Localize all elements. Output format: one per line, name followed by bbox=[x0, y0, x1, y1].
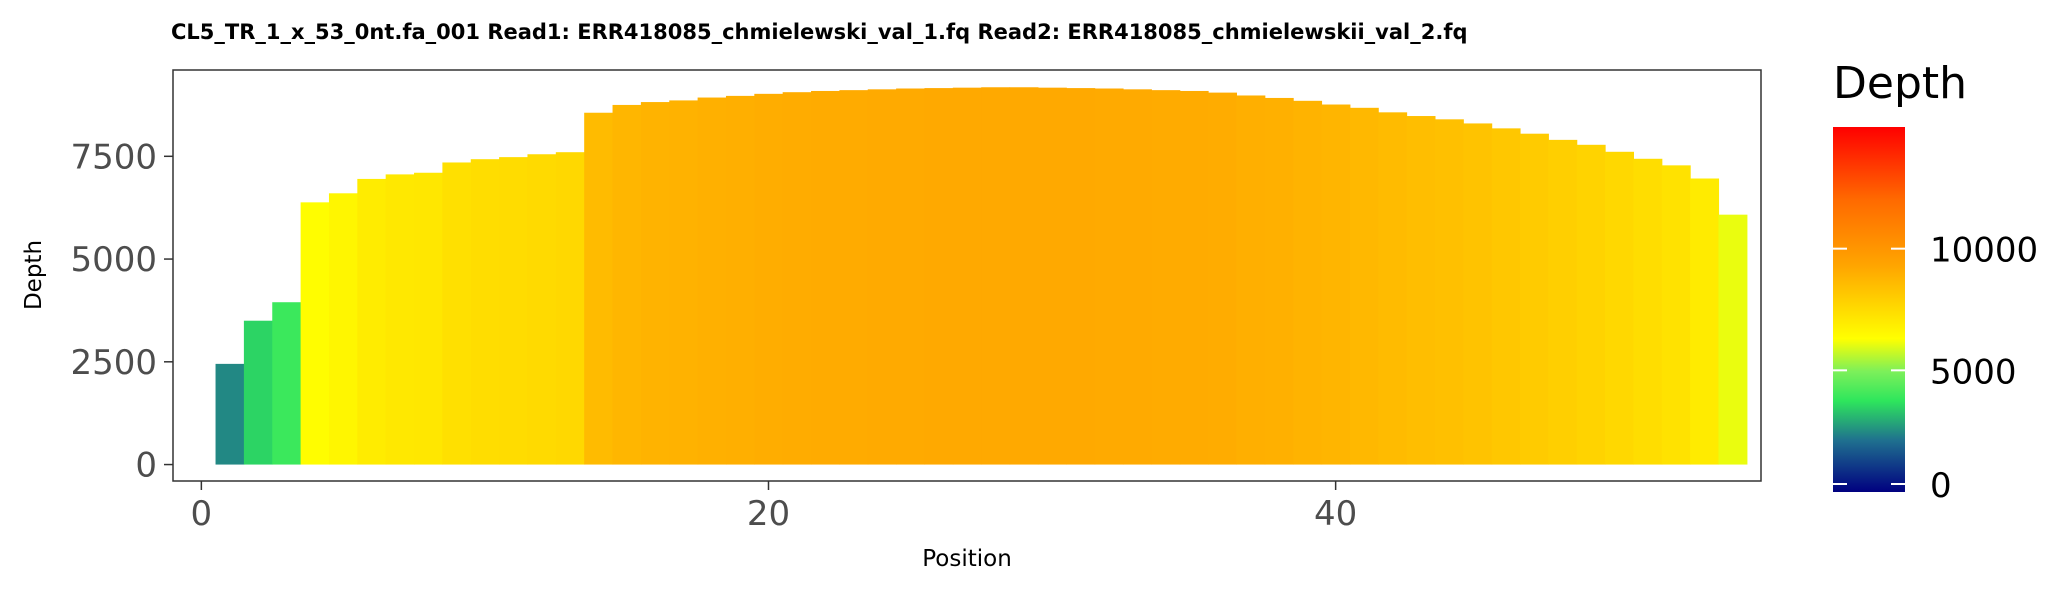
chart-title: CL5_TR_1_x_53_0nt.fa_001 Read1: ERR41808… bbox=[171, 20, 1468, 44]
depth-bar bbox=[385, 174, 415, 465]
depth-bar bbox=[1718, 214, 1748, 465]
legend-tick-label: 5000 bbox=[1930, 352, 2017, 392]
depth-bar bbox=[867, 89, 897, 465]
depth-bar bbox=[1293, 100, 1323, 465]
depth-bar bbox=[1037, 87, 1067, 465]
depth-bar bbox=[1633, 158, 1663, 465]
x-axis: 0 20 40 bbox=[191, 481, 1357, 534]
depth-bar bbox=[499, 157, 529, 465]
depth-bar bbox=[1378, 112, 1408, 465]
depth-bar bbox=[1179, 90, 1209, 465]
plot-panel-border bbox=[172, 69, 1762, 482]
depth-bar bbox=[1491, 128, 1521, 465]
depth-bar bbox=[697, 97, 727, 465]
depth-bar bbox=[1208, 92, 1237, 465]
depth-bar bbox=[1548, 139, 1578, 465]
depth-bar bbox=[896, 88, 926, 465]
depth-bar bbox=[1094, 88, 1124, 465]
depth-bar bbox=[811, 90, 840, 465]
depth-bar bbox=[1576, 144, 1606, 465]
depth-bar bbox=[1321, 104, 1351, 465]
depth-bar bbox=[640, 102, 670, 465]
legend-tick-label: 0 bbox=[1930, 466, 1952, 506]
depth-bar bbox=[272, 302, 302, 465]
depth-bar bbox=[300, 202, 330, 465]
bar-series bbox=[215, 87, 1748, 465]
x-tick-label: 20 bbox=[747, 494, 790, 534]
depth-bar bbox=[1122, 89, 1152, 465]
depth-bar bbox=[1605, 151, 1634, 465]
depth-bar bbox=[442, 162, 472, 465]
depth-bar bbox=[1236, 95, 1266, 465]
x-tick-label: 0 bbox=[191, 494, 213, 534]
legend-title: Depth bbox=[1833, 58, 1967, 109]
depth-bar bbox=[1009, 87, 1039, 465]
depth-bar bbox=[328, 193, 358, 465]
depth-bar bbox=[1406, 116, 1436, 465]
depth-bar bbox=[754, 93, 784, 465]
depth-bar bbox=[243, 320, 273, 465]
depth-bar bbox=[612, 104, 642, 465]
depth-bar bbox=[924, 88, 954, 465]
depth-bar bbox=[1151, 90, 1181, 465]
legend-ticks: 0 5000 10000 bbox=[1833, 231, 2038, 506]
depth-bar bbox=[839, 90, 869, 465]
depth-bar bbox=[1264, 97, 1294, 465]
y-tick-label: 2500 bbox=[70, 343, 157, 383]
color-legend: Depth 0 5000 10000 bbox=[1833, 58, 2038, 506]
depth-bar bbox=[414, 172, 443, 465]
depth-bar bbox=[1066, 88, 1096, 465]
depth-bar bbox=[584, 112, 614, 465]
depth-bar bbox=[1434, 119, 1464, 465]
depth-bar bbox=[725, 95, 755, 465]
depth-bar bbox=[1661, 165, 1691, 465]
depth-bar bbox=[555, 152, 585, 465]
depth-bar bbox=[952, 87, 982, 465]
depth-bar bbox=[782, 92, 812, 465]
depth-bar bbox=[215, 363, 245, 465]
depth-bar bbox=[527, 154, 557, 465]
y-axis-title: Depth bbox=[21, 240, 47, 310]
y-tick-label: 5000 bbox=[70, 240, 157, 280]
depth-bar bbox=[1690, 178, 1720, 465]
depth-bar bbox=[1349, 107, 1379, 465]
y-tick-label: 7500 bbox=[70, 137, 157, 177]
depth-bar bbox=[357, 178, 387, 465]
y-axis: 0 2500 5000 7500 bbox=[70, 137, 173, 486]
legend-colorbar bbox=[1833, 127, 1905, 492]
depth-bar bbox=[669, 100, 699, 465]
depth-bar bbox=[981, 87, 1011, 465]
depth-bar bbox=[1463, 123, 1493, 465]
depth-bar bbox=[470, 159, 500, 465]
x-axis-title: Position bbox=[922, 546, 1012, 572]
depth-bar bbox=[1519, 133, 1549, 465]
y-tick-label: 0 bbox=[135, 446, 157, 486]
legend-tick-label: 10000 bbox=[1930, 231, 2038, 271]
x-tick-label: 40 bbox=[1314, 494, 1357, 534]
